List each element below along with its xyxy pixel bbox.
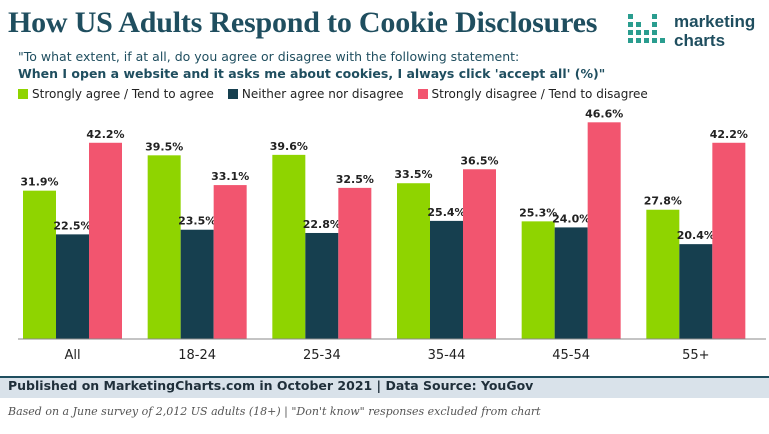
data-label-disagree-18-24: 33.1% [211,170,249,183]
legend-swatch-neither [227,89,238,99]
bar-agree-55+ [646,209,680,339]
bar-agree-35-44 [397,183,430,339]
bar-neither-45-54 [554,227,588,339]
bar-neither-55+ [679,244,713,339]
data-label-disagree-45-54: 46.6% [585,107,623,120]
bar-agree-45-54 [521,221,555,339]
x-tick-label-25-34: 25-34 [303,348,341,363]
data-label-disagree-55+: 42.2% [710,128,748,141]
bar-neither-All [56,234,89,339]
data-label-agree-18-24: 39.5% [145,140,183,153]
data-label-neither-45-54: 24.0% [552,212,590,225]
footer-bar [0,376,769,398]
data-label-agree-25-34: 39.6% [270,140,308,153]
legend-swatch-agree [18,89,28,99]
chart-subtitle-question: "To what extent, if at all, do you agree… [18,49,520,64]
bar-agree-All [23,190,56,339]
footer-note: Based on a June survey of 2,012 US adult… [8,405,541,418]
bar-agree-25-34 [272,154,306,339]
legend-label-neither: Neither agree nor disagree [241,87,404,101]
legend-item-disagree: Strongly disagree / Tend to disagree [417,87,648,101]
chart-title: How US Adults Respond to Cookie Disclosu… [8,6,598,39]
data-label-agree-All: 31.9% [20,176,58,189]
legend-swatch-disagree [417,89,428,99]
legend-label-disagree: Strongly disagree / Tend to disagree [431,87,648,101]
data-label-agree-45-54: 25.3% [519,206,557,219]
bar-disagree-18-24 [213,185,247,339]
data-label-neither-55+: 20.4% [677,229,715,242]
logo-line2: charts [674,31,726,50]
logo-text: marketing charts [674,12,755,50]
bar-agree-18-24 [147,155,181,339]
bar-disagree-55+ [712,142,746,339]
logo-dots-icon [628,14,665,43]
bar-neither-18-24 [180,229,214,339]
data-label-neither-18-24: 23.5% [178,215,216,228]
chart-subtitle-statement: When I open a website and it asks me abo… [18,66,606,81]
x-tick-label-35-44: 35-44 [428,348,466,363]
logo-line1: marketing [674,12,756,31]
legend-item-agree: Strongly agree / Tend to agree [18,87,214,101]
data-label-disagree-25-34: 32.5% [336,173,374,186]
bar-disagree-35-44 [463,169,496,339]
chart-legend: Strongly agree / Tend to agree Neither a… [18,87,648,101]
x-tick-label-45-54: 45-54 [552,348,590,363]
legend-label-agree: Strongly agree / Tend to agree [32,87,214,101]
data-label-agree-55+: 27.8% [644,195,682,208]
bar-neither-35-44 [430,220,463,339]
data-label-disagree-35-44: 36.5% [460,154,498,167]
footer-source: Published on MarketingCharts.com in Octo… [8,378,534,393]
marketing-charts-logo: marketing charts [628,10,763,54]
x-tick-label-All: All [64,348,80,363]
data-label-neither-35-44: 25.4% [427,206,465,219]
data-label-neither-25-34: 22.8% [303,218,341,231]
bar-disagree-25-34 [338,187,372,339]
data-label-disagree-All: 42.2% [86,128,124,141]
data-label-neither-All: 22.5% [53,219,91,232]
x-tick-label-18-24: 18-24 [178,348,216,363]
x-tick-label-55+: 55+ [682,348,709,363]
legend-item-neither: Neither agree nor disagree [227,87,404,101]
data-label-agree-35-44: 33.5% [394,168,432,181]
bar-chart: 31.9% 22.5% 42.2% All 39.5% 23.5% 33.1% 18-24 39… [18,107,766,363]
bar-disagree-45-54 [587,122,621,339]
bar-disagree-All [89,142,122,339]
bar-neither-25-34 [305,232,339,339]
